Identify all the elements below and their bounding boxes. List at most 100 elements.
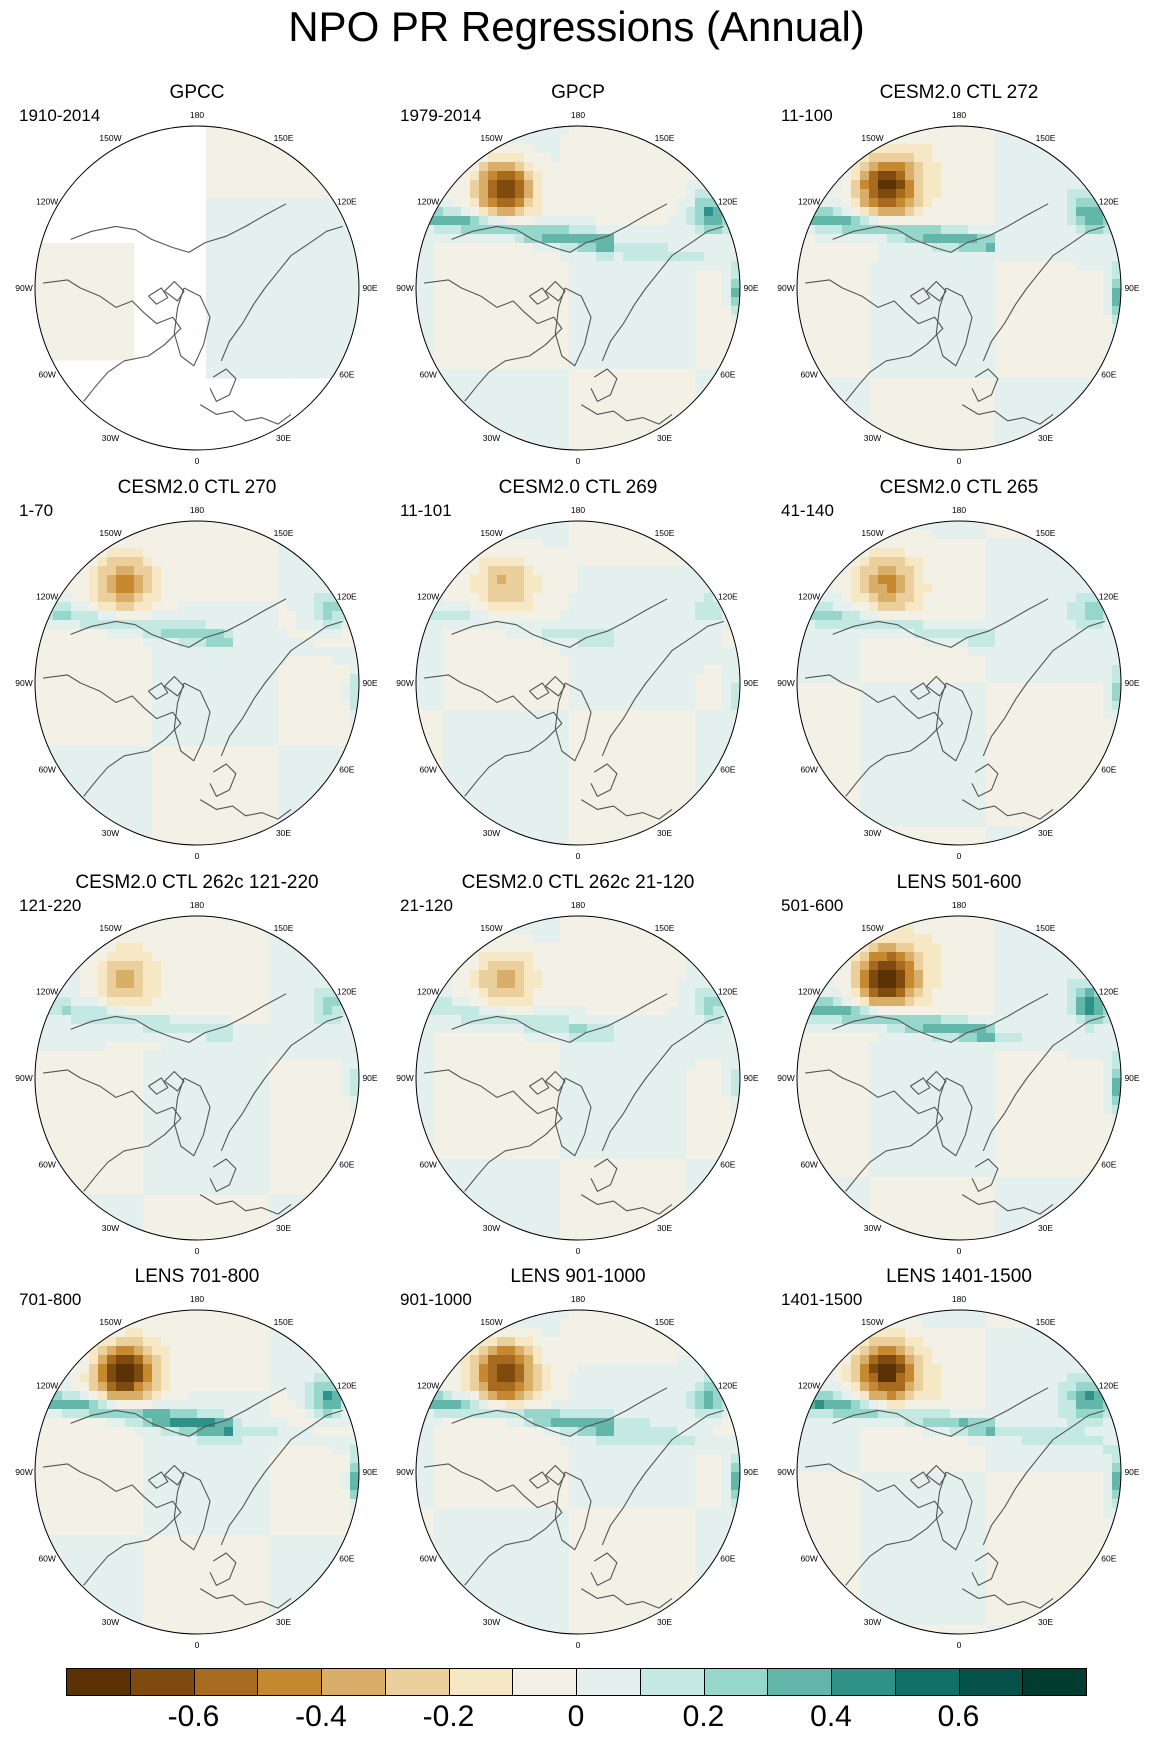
panel-period: 1979-2014 [400,106,482,125]
longitude-label: 120E [337,592,357,602]
shaded-field [797,916,1121,1240]
longitude-label: 180 [571,900,585,910]
panel-period: 1401-1500 [781,1290,863,1309]
coastlines [43,1387,343,1609]
coastlines [805,1387,1105,1609]
longitude-label: 120E [718,592,738,602]
longitude-label: 90E [1124,283,1139,293]
longitude-label: 90W [777,678,794,688]
map-panel: LENS 901-1000 901-1000 180 150E 120E 90E 60E 30… [388,1266,768,1661]
longitude-label: 60W [419,765,436,775]
shaded-field [797,521,1121,845]
shaded-field [35,126,359,450]
polar-map: 180 150E 120E 90E 60E 30E 0 30W 60W 90W 120W 150W [15,110,378,466]
longitude-label: 150W [861,923,883,933]
longitude-label: 90W [777,1467,794,1477]
panel-title: LENS 701-800 [134,1266,260,1287]
longitude-label: 120W [36,592,58,602]
longitude-label: 150W [480,923,502,933]
longitude-label: 150W [861,133,883,143]
colorbar-tick-label: 0 [567,1700,585,1733]
longitude-label: 90E [362,283,377,293]
longitude-label: 90W [396,678,413,688]
longitude-label: 30E [1038,1617,1053,1627]
longitude-label: 30E [1038,828,1053,838]
longitude-label: 180 [952,505,966,515]
colorbar-tick-label: -0.6 [167,1700,220,1733]
longitude-label: 0 [576,1640,581,1650]
colorbar-tick-label: 0.4 [810,1700,852,1733]
longitude-label: 0 [195,1246,200,1256]
longitude-label: 90W [15,678,32,688]
longitude-label: 30E [276,1223,291,1233]
map-panel: CESM2.0 CTL 270 1-70 180 150E 120E 90E 60E 30E 0… [7,477,387,872]
shaded-field [416,1310,740,1634]
coastlines [805,598,1105,820]
polar-map: 180 150E 120E 90E 60E 30E 0 30W 60W 90W 120W 150W [396,110,759,466]
longitude-label: 0 [195,851,200,861]
shaded-field [797,1310,1121,1634]
longitude-label: 180 [952,1294,966,1304]
colorbar-box [831,1668,896,1696]
longitude-label: 90E [743,678,758,688]
longitude-label: 60W [800,1160,817,1170]
longitude-label: 150E [1036,528,1056,538]
longitude-label: 180 [952,110,966,120]
longitude-label: 90W [777,283,794,293]
shaded-field [35,916,359,1240]
shaded-field [416,126,740,450]
map-panel: GPCC 1910-2014 180 150E 120E 90E 60E 30E 0 30W 60W… [7,82,387,477]
longitude-label: 30E [1038,433,1053,443]
longitude-label: 0 [195,456,200,466]
longitude-label: 150W [99,1317,121,1327]
longitude-label: 120W [417,987,439,997]
colorbar-box [193,1668,259,1696]
polar-map: 180 150E 120E 90E 60E 30E 0 30W 60W 90W 120W 150W [777,110,1140,466]
coastlines [805,203,1105,425]
longitude-label: 180 [190,900,204,910]
longitude-label: 60W [419,370,436,380]
map-panel: LENS 501-600 501-600 180 150E 120E 90E 60E 30E 0… [769,872,1149,1267]
longitude-label: 60E [1101,370,1116,380]
longitude-label: 150E [655,133,675,143]
longitude-label: 150E [655,1317,675,1327]
shaded-field [416,521,740,845]
longitude-label: 60W [38,370,55,380]
longitude-label: 60W [419,1160,436,1170]
longitude-label: 60E [339,765,354,775]
colorbar-tick-label: 0.2 [682,1700,725,1733]
longitude-label: 30W [102,1223,119,1233]
longitude-label: 30W [483,1617,500,1627]
longitude-label: 150W [480,133,502,143]
longitude-label: 120E [1099,197,1119,207]
longitude-label: 150E [274,133,294,143]
coastlines [424,1387,724,1609]
colorbar-box [703,1668,769,1696]
panel-title: CESM2.0 CTL 270 [117,477,277,498]
colorbar-tick-label: -0.4 [295,1700,347,1733]
longitude-label: 90W [15,1467,32,1477]
longitude-label: 30W [483,1223,500,1233]
colorbar [66,1668,1087,1698]
colorbar-box [384,1668,450,1696]
longitude-label: 30W [864,1617,881,1627]
longitude-label: 120W [417,197,439,207]
map-boundary [796,915,1122,1241]
coastlines [43,993,343,1215]
coastlines [43,598,343,820]
colorbar-tick-label: 0.6 [937,1700,980,1733]
longitude-label: 30W [864,433,881,443]
polar-map: 180 150E 120E 90E 60E 30E 0 30W 60W 90W 120W 150W [396,1294,759,1650]
longitude-label: 60E [339,1554,354,1564]
shaded-field [35,521,359,845]
longitude-label: 150E [655,528,675,538]
colorbar-box [576,1668,641,1696]
longitude-label: 60W [419,1554,436,1564]
map-boundary [415,1309,741,1635]
longitude-label: 0 [576,1246,581,1256]
longitude-label: 0 [195,1640,200,1650]
panel-title: CESM2.0 CTL 272 [879,82,1039,103]
longitude-label: 90E [743,1467,758,1477]
panel-title: CESM2.0 CTL 265 [879,477,1039,498]
shaded-field [797,126,1121,450]
